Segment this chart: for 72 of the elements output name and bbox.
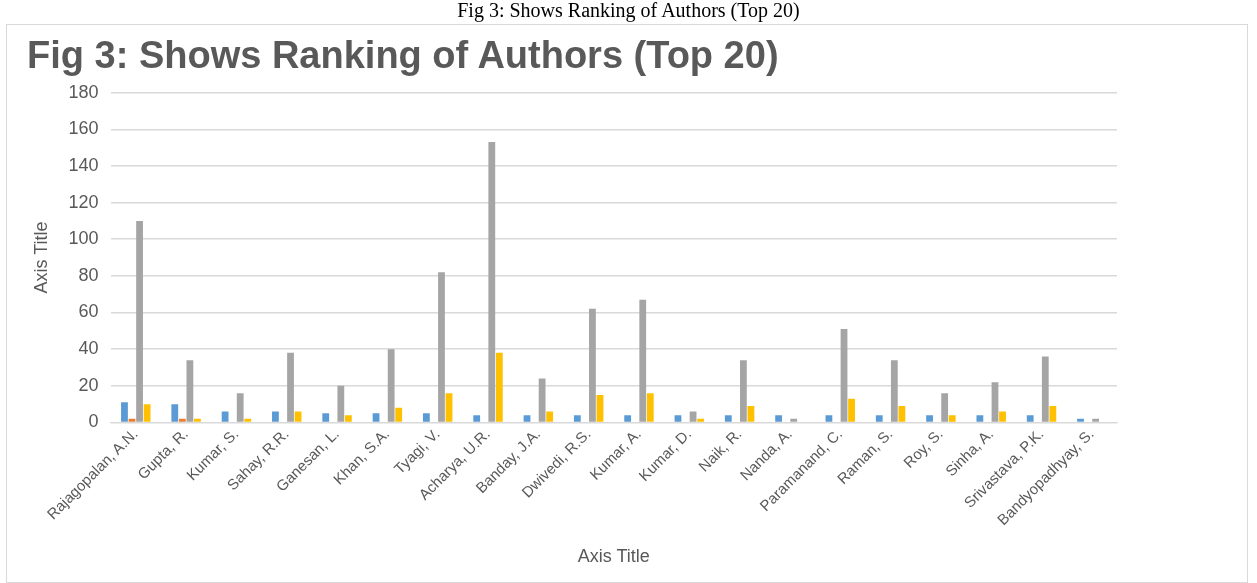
bar xyxy=(747,405,755,422)
bar xyxy=(221,411,229,422)
bar xyxy=(790,418,798,422)
y-tick-label: 0 xyxy=(88,411,99,432)
y-tick-label: 40 xyxy=(78,338,99,359)
y-tick-label: 180 xyxy=(68,81,99,102)
bar xyxy=(825,415,833,422)
bar xyxy=(445,393,453,422)
bar xyxy=(372,413,380,422)
y-tick-label: 20 xyxy=(78,374,99,395)
y-tick-label: 80 xyxy=(78,264,99,285)
bar xyxy=(999,411,1006,422)
bar xyxy=(495,352,503,422)
bar xyxy=(674,415,682,422)
y-axis-title: Axis Title xyxy=(30,221,51,294)
bar xyxy=(1092,418,1100,422)
bar xyxy=(523,415,531,422)
bar xyxy=(344,415,352,422)
bar xyxy=(739,360,747,422)
bar xyxy=(128,418,136,422)
bar xyxy=(976,415,984,422)
bar xyxy=(724,415,732,422)
bar xyxy=(143,404,151,422)
bar xyxy=(941,393,949,422)
bar xyxy=(848,398,855,422)
bar xyxy=(775,415,783,422)
bar xyxy=(890,360,898,422)
bar xyxy=(639,299,647,422)
bar xyxy=(926,415,933,422)
chart-title: Fig 3: Shows Ranking of Authors (Top 20) xyxy=(27,34,779,77)
caption: Fig 3: Shows Ranking of Authors (Top 20) xyxy=(456,0,801,21)
bar xyxy=(589,308,596,422)
bar xyxy=(646,393,654,422)
bar xyxy=(287,352,294,422)
bar xyxy=(294,411,302,422)
bar xyxy=(236,393,244,422)
bar xyxy=(136,220,143,422)
x-tick-label: Roy, S. xyxy=(899,424,946,471)
bar xyxy=(186,360,194,422)
y-tick-label: 100 xyxy=(68,228,99,249)
bar xyxy=(875,415,883,422)
bar xyxy=(1077,418,1084,422)
bar xyxy=(272,411,279,422)
bar xyxy=(697,418,705,422)
bar xyxy=(488,142,496,422)
bar xyxy=(898,405,906,422)
x-axis-title: Axis Title xyxy=(577,546,650,567)
bar xyxy=(194,418,201,422)
bar xyxy=(387,349,395,422)
bar xyxy=(395,407,403,422)
bar xyxy=(546,411,554,422)
bar xyxy=(538,378,546,422)
bar xyxy=(573,415,581,422)
bar xyxy=(422,413,430,422)
bar xyxy=(171,404,179,422)
bar xyxy=(1026,415,1034,422)
bar xyxy=(337,385,345,422)
bar xyxy=(322,413,330,422)
bar xyxy=(1049,405,1057,422)
y-tick-label: 140 xyxy=(68,154,99,175)
bar xyxy=(1041,356,1049,422)
bar xyxy=(689,411,697,422)
y-tick-label: 120 xyxy=(68,191,99,212)
y-tick-label: 60 xyxy=(78,301,99,322)
bar xyxy=(473,415,481,422)
y-tick-label: 160 xyxy=(68,118,99,139)
bar xyxy=(948,415,956,422)
bar xyxy=(178,418,186,422)
bar xyxy=(244,418,252,422)
bar xyxy=(624,415,632,422)
bar xyxy=(438,272,445,422)
bar xyxy=(121,402,128,422)
